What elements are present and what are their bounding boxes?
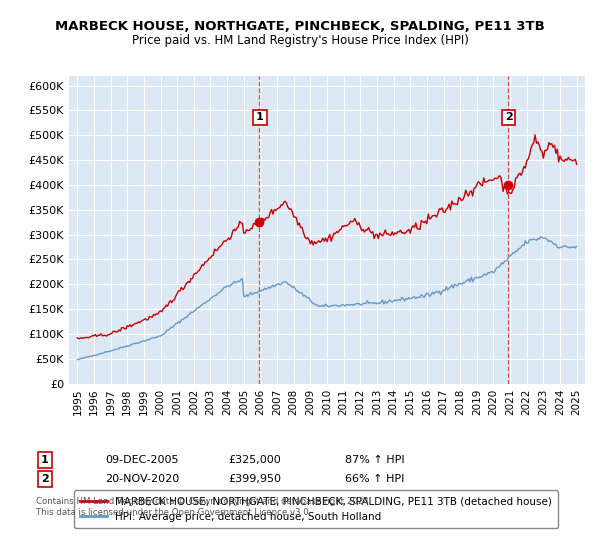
Text: Price paid vs. HM Land Registry's House Price Index (HPI): Price paid vs. HM Land Registry's House … [131, 34, 469, 46]
Text: 2: 2 [41, 474, 49, 484]
Text: 66% ↑ HPI: 66% ↑ HPI [345, 474, 404, 484]
Text: £325,000: £325,000 [228, 455, 281, 465]
Text: 1: 1 [256, 113, 264, 122]
Text: MARBECK HOUSE, NORTHGATE, PINCHBECK, SPALDING, PE11 3TB: MARBECK HOUSE, NORTHGATE, PINCHBECK, SPA… [55, 20, 545, 32]
Text: 09-DEC-2005: 09-DEC-2005 [105, 455, 179, 465]
Text: £399,950: £399,950 [228, 474, 281, 484]
Text: Contains HM Land Registry data © Crown copyright and database right 2024.: Contains HM Land Registry data © Crown c… [36, 497, 371, 506]
Text: This data is licensed under the Open Government Licence v3.0.: This data is licensed under the Open Gov… [36, 508, 311, 517]
Text: 1: 1 [41, 455, 49, 465]
Legend: MARBECK HOUSE, NORTHGATE, PINCHBECK, SPALDING, PE11 3TB (detached house), HPI: A: MARBECK HOUSE, NORTHGATE, PINCHBECK, SPA… [74, 491, 558, 528]
Text: 2: 2 [505, 113, 512, 122]
Text: 87% ↑ HPI: 87% ↑ HPI [345, 455, 404, 465]
Text: 20-NOV-2020: 20-NOV-2020 [105, 474, 179, 484]
